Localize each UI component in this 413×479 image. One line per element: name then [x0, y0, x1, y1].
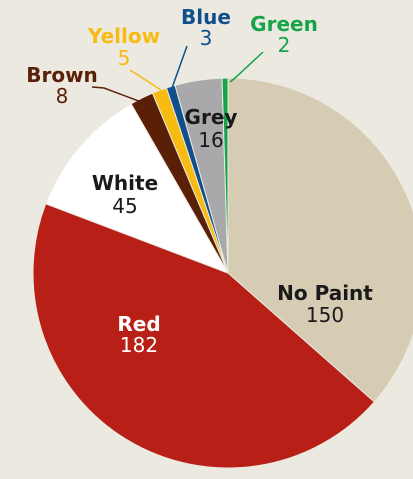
leader-line-green — [229, 51, 264, 83]
slice-value-brown: 8 — [56, 84, 69, 108]
leader-line-yellow — [129, 69, 162, 91]
slice-value-no-paint: 150 — [306, 303, 344, 327]
slice-green — [221, 77, 229, 274]
slice-label-grey: Grey — [185, 105, 238, 129]
slice-no-paint — [227, 77, 413, 403]
slice-label-yellow: Yellow — [87, 24, 160, 48]
leader-line-brown — [91, 86, 145, 104]
slice-value-red: 182 — [120, 333, 158, 357]
slice-value-white: 45 — [112, 194, 137, 218]
slice-white — [45, 103, 230, 274]
slice-red — [32, 203, 376, 469]
slice-label-no-paint: No Paint — [277, 281, 373, 305]
slice-value-yellow: 5 — [118, 46, 131, 70]
slice-label-red: Red — [117, 312, 160, 336]
slice-value-blue: 3 — [200, 26, 213, 50]
slice-label-green: Green — [250, 12, 318, 36]
slice-value-green: 2 — [278, 33, 291, 57]
slice-label-brown: Brown — [26, 63, 98, 87]
slice-value-grey: 16 — [198, 128, 223, 152]
leader-line-blue — [171, 45, 188, 89]
slice-label-blue: Blue — [181, 5, 231, 29]
slice-label-white: White — [92, 171, 158, 195]
